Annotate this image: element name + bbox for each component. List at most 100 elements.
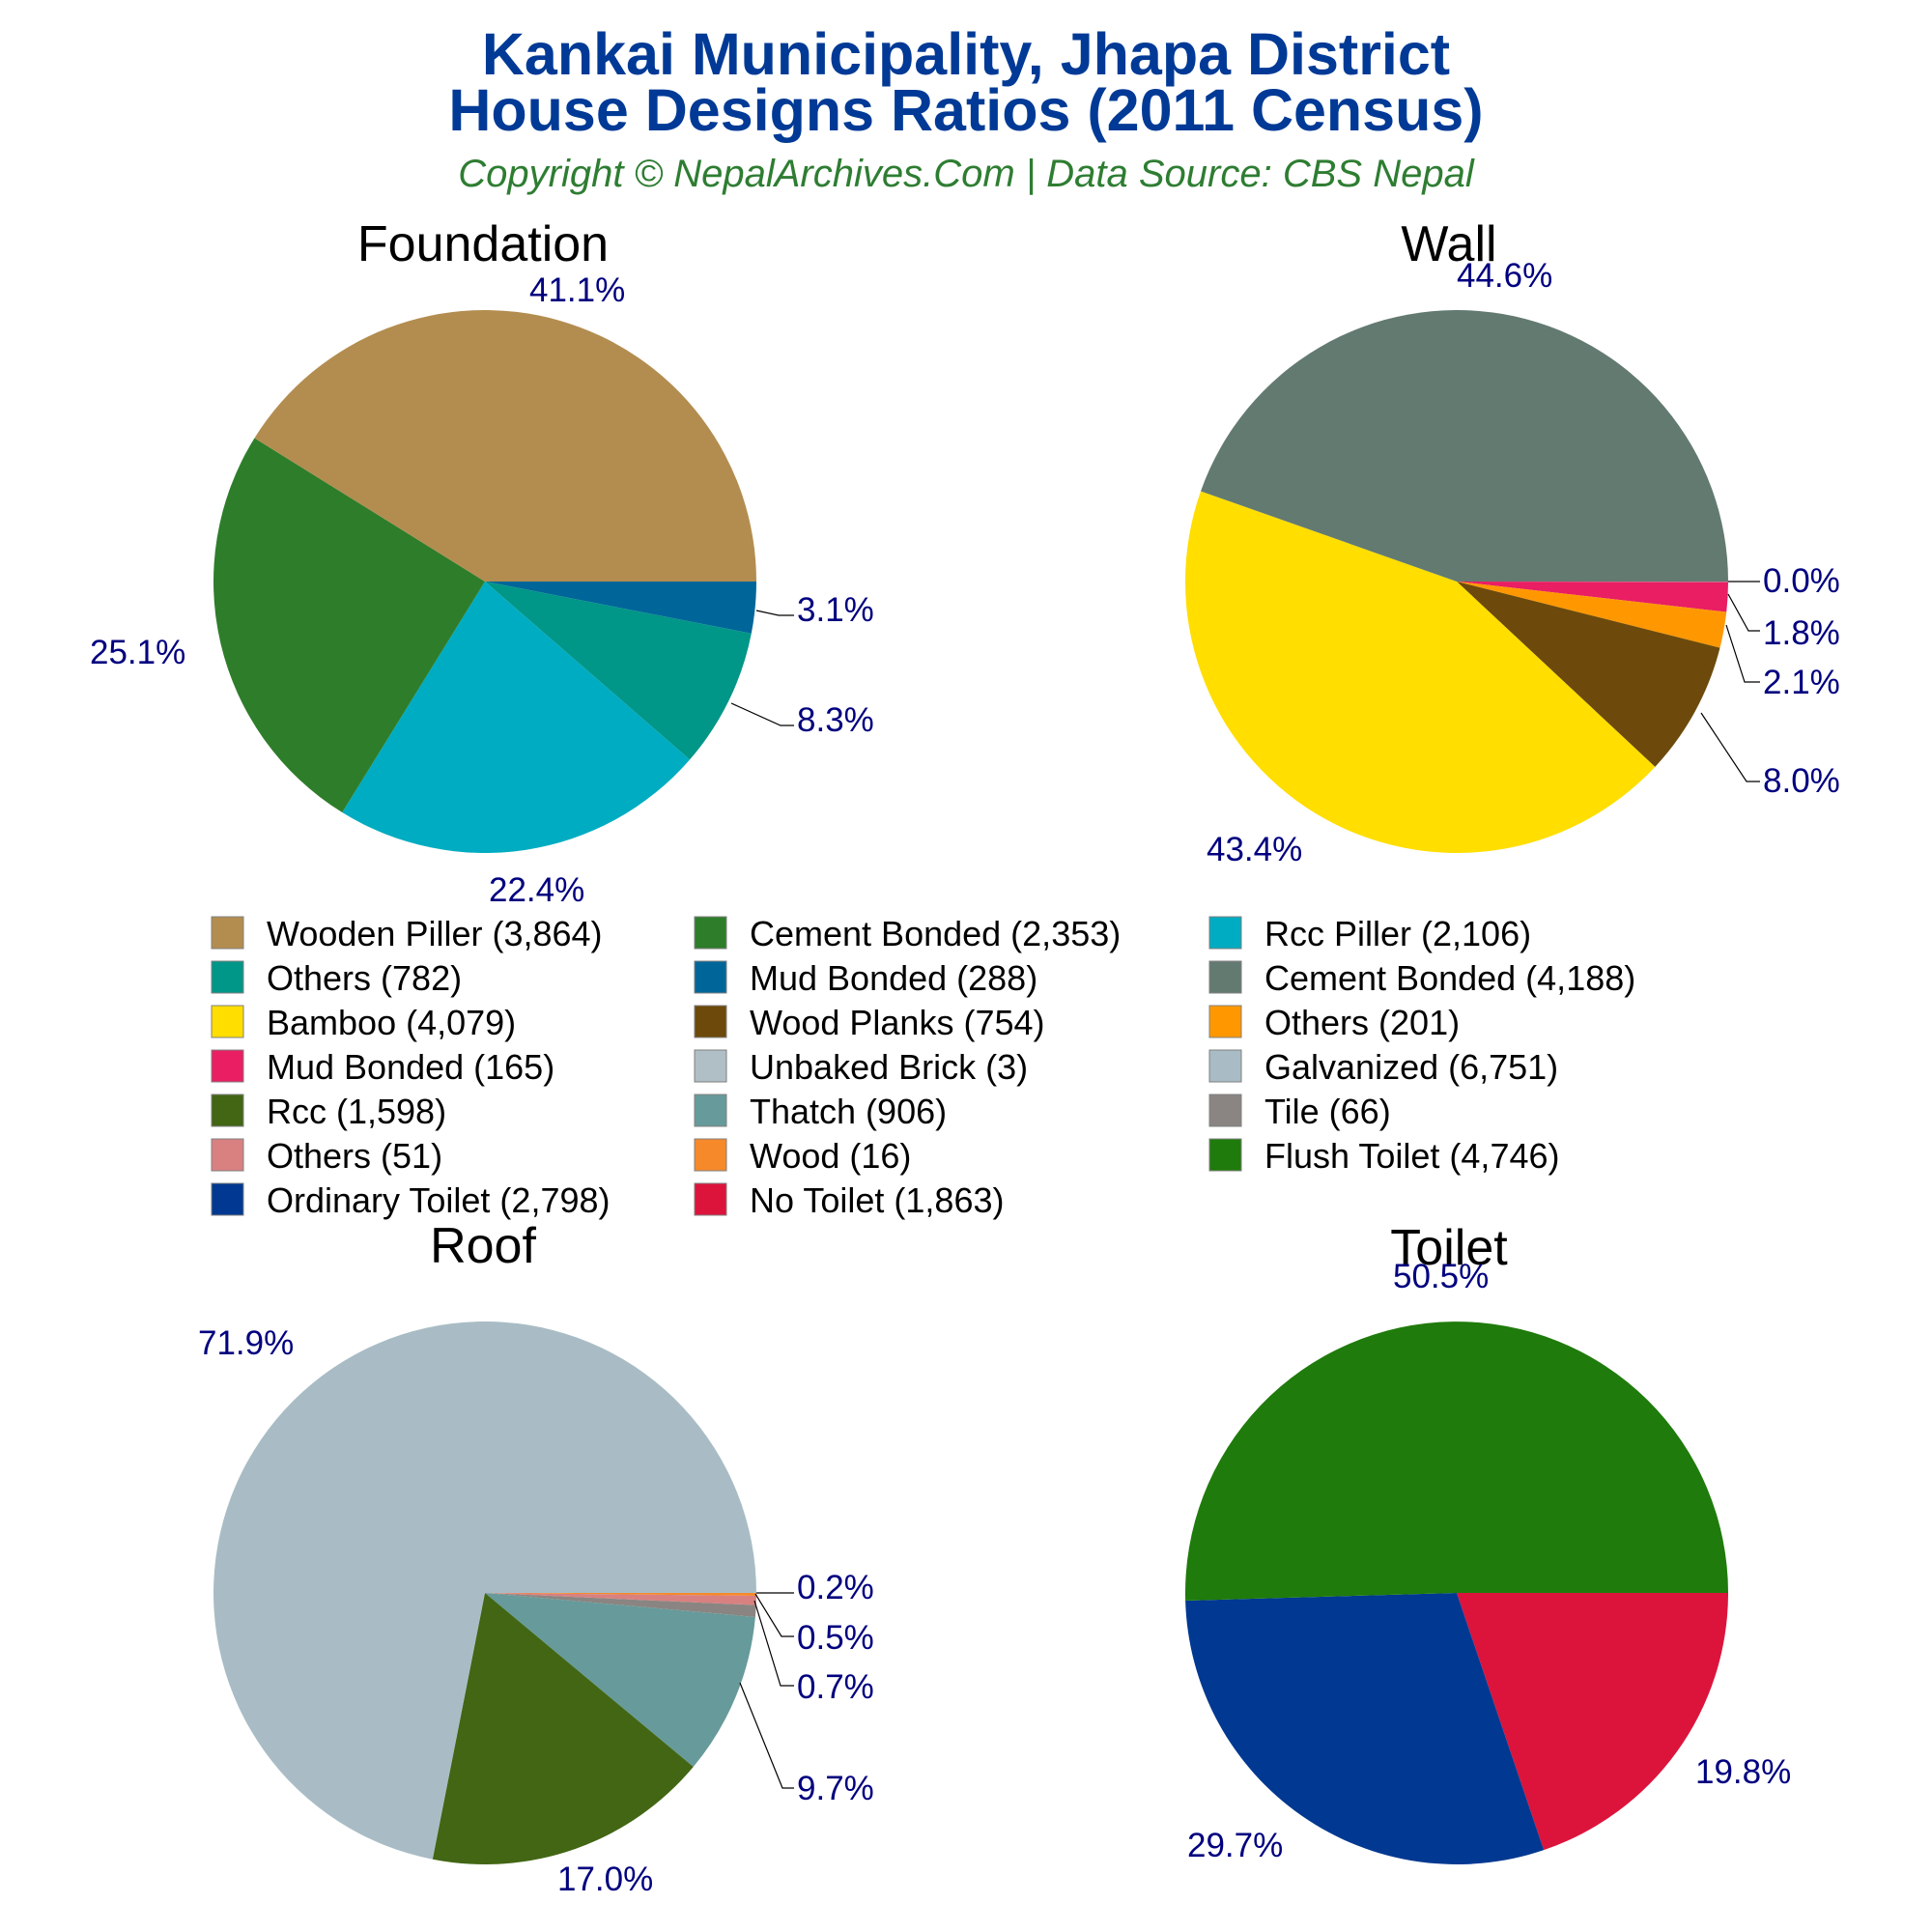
legend-item: Wood Planks (754) [694, 1003, 1045, 1042]
leader-line [755, 610, 794, 616]
pct-label: 29.7% [1187, 1827, 1283, 1864]
pct-label: 22.4% [489, 871, 584, 909]
legend-swatch [694, 1094, 727, 1127]
toilet-pie: Toilet 19.8% 29.7% 50.5% [1185, 1220, 1791, 1865]
roof-slice-others [485, 1593, 756, 1605]
legend-swatch [1208, 1005, 1242, 1038]
foundation-slice-mud-bonded [485, 582, 756, 634]
legend-item: Flush Toilet (4,746) [1208, 1136, 1560, 1176]
wall-slice-wood-planks [1457, 582, 1720, 767]
legend-item: Bamboo (4,079) [211, 1003, 516, 1042]
wall-slice-mud-bonded [1457, 582, 1728, 612]
wall-pie-title: Wall [1401, 216, 1496, 272]
legend-item: Rcc (1,598) [211, 1092, 446, 1131]
pct-label: 3.1% [797, 591, 874, 629]
pct-label: 19.8% [1695, 1753, 1791, 1791]
legend-swatch [211, 960, 244, 994]
roof-slice-tile [485, 1593, 756, 1617]
toilet-pie-title: Toilet [1390, 1220, 1508, 1276]
wall-slice-bamboo [1185, 491, 1656, 854]
legend-label: Rcc Piller (2,106) [1264, 914, 1531, 953]
legend-swatch [211, 1094, 244, 1127]
foundation-pie: Foundation 3.1% 8.3% 22.4% 25.1% 41.1% [90, 216, 874, 909]
wall-slice-cement-bonded [1201, 310, 1728, 582]
pct-label: 1.8% [1763, 614, 1840, 652]
pct-label: 0.5% [797, 1619, 874, 1657]
leader-line [754, 1593, 794, 1637]
legend-swatch [211, 1005, 244, 1038]
legend-label: Others (51) [267, 1136, 442, 1176]
legend-item: Others (51) [211, 1136, 442, 1176]
legend-item: Rcc Piller (2,106) [1208, 914, 1531, 953]
pct-label: 2.1% [1763, 664, 1840, 701]
foundation-pct-labels: 3.1% 8.3% 22.4% 25.1% 41.1% [90, 271, 874, 909]
legend-swatch [694, 1182, 727, 1216]
legend-swatch [694, 916, 727, 950]
foundation-slice-others [485, 582, 752, 760]
legend-item: Cement Bonded (2,353) [694, 914, 1121, 953]
legend-label: Mud Bonded (165) [267, 1047, 554, 1087]
chart-title-line1: Kankai Municipality, Jhapa District [482, 21, 1450, 87]
leader-line [1700, 712, 1760, 782]
foundation-slice-rcc-piller [342, 582, 691, 853]
legend-label: Rcc (1,598) [267, 1092, 446, 1131]
leader-line [730, 702, 794, 726]
legend-item: Unbaked Brick (3) [694, 1047, 1028, 1087]
legend-item: No Toilet (1,863) [694, 1180, 1004, 1220]
roof-pct-labels: 0.2% 0.5% 0.7% 9.7% 17.0% 71.9% [198, 1324, 874, 1898]
leader-line [1725, 624, 1760, 683]
roof-slice-rcc [432, 1593, 694, 1864]
pct-label: 17.0% [557, 1861, 653, 1898]
legend-swatch [211, 1049, 244, 1083]
legend-item: Wooden Piller (3,864) [211, 914, 603, 953]
legend-label: Unbaked Brick (3) [750, 1047, 1028, 1087]
foundation-slices [213, 310, 757, 853]
wall-slice-others [1457, 582, 1727, 648]
toilet-slices [1185, 1321, 1728, 1865]
roof-pie: Roof 0.2% 0.5% 0.7% 9.7% 17.0% 71.9% [198, 1218, 874, 1898]
legend-label: Flush Toilet (4,746) [1264, 1136, 1560, 1176]
toilet-slice-ordinary-toilet [1185, 1593, 1545, 1865]
legend-label: Mud Bonded (288) [750, 958, 1037, 998]
wall-pct-labels: 0.0% 1.8% 2.1% 8.0% 43.4% 44.6% [1207, 257, 1840, 868]
legend-label: Wood Planks (754) [750, 1003, 1045, 1042]
legend-swatch [1208, 1138, 1242, 1172]
legend-label: Tile (66) [1264, 1092, 1391, 1131]
legend-swatch [1208, 960, 1242, 994]
wall-slices [1185, 310, 1729, 854]
foundation-slice-cement-bonded [213, 438, 485, 813]
chart-subtitle: Copyright © NepalArchives.Com | Data Sou… [458, 153, 1475, 195]
pct-label: 8.0% [1763, 762, 1840, 800]
leader-line [753, 1600, 794, 1687]
wall-pie: Wall 0.0% 1.8% 2.1% 8.0% 43.4% 44.6% [1185, 216, 1840, 868]
pct-label: 41.1% [529, 271, 625, 309]
pct-label: 9.7% [797, 1770, 874, 1807]
legend-label: Wood (16) [750, 1136, 911, 1176]
pct-label: 0.2% [797, 1569, 874, 1606]
pct-label: 8.3% [797, 701, 874, 739]
roof-slice-wood [485, 1593, 756, 1597]
legend-swatch [694, 1005, 727, 1038]
legend-item: Mud Bonded (165) [211, 1047, 554, 1087]
legend-label: Wooden Piller (3,864) [267, 914, 603, 953]
legend-label: No Toilet (1,863) [750, 1180, 1004, 1220]
legend-swatch [694, 1138, 727, 1172]
pct-label: 44.6% [1457, 257, 1552, 295]
legend-swatch [211, 1138, 244, 1172]
legend-label: Galvanized (6,751) [1264, 1047, 1558, 1087]
legend-item: Thatch (906) [694, 1092, 947, 1131]
roof-pie-title: Roof [430, 1218, 536, 1274]
legend-item: Wood (16) [694, 1136, 911, 1176]
roof-slices [213, 1321, 756, 1864]
pct-label: 43.4% [1207, 831, 1302, 868]
roof-slice-thatch [485, 1593, 755, 1768]
chart-title-line2: House Designs Ratios (2011 Census) [448, 77, 1483, 143]
pct-label: 25.1% [90, 634, 185, 671]
legend-label: Cement Bonded (4,188) [1264, 958, 1635, 998]
chart-legend: Wooden Piller (3,864) Cement Bonded (2,35… [211, 914, 1635, 1220]
legend-item: Cement Bonded (4,188) [1208, 958, 1635, 998]
leader-line [739, 1682, 794, 1789]
legend-swatch [694, 960, 727, 994]
legend-swatch [211, 916, 244, 950]
